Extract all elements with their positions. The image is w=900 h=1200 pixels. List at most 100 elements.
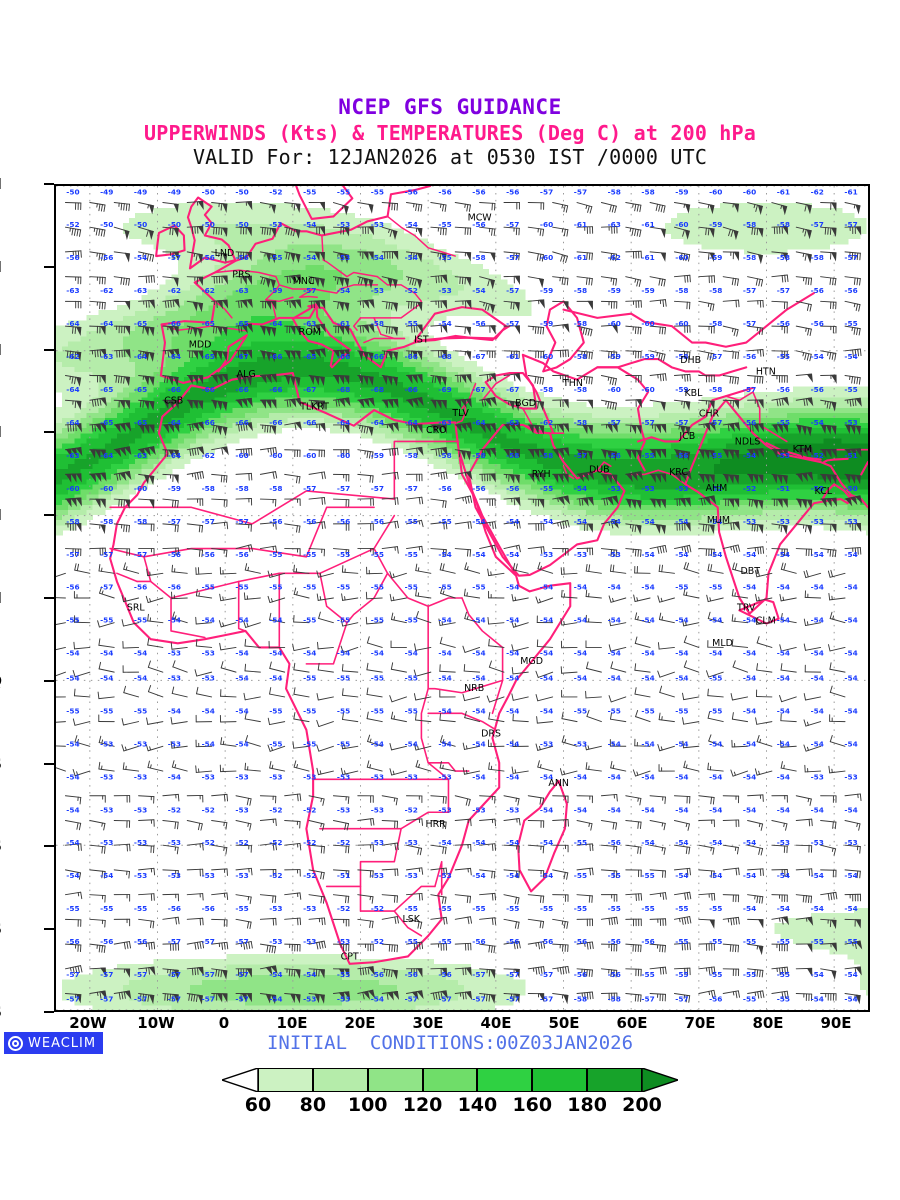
wind-barb-full [636, 279, 639, 287]
wind-barb-pennant [173, 376, 179, 387]
colorbar-tick: 140 [457, 1094, 498, 1116]
wind-barb-full [539, 797, 542, 805]
temperature-value: -55 [506, 904, 519, 913]
wind-barb-pennant [197, 200, 204, 211]
temperature-value: -54 [709, 838, 722, 847]
temperature-value: -53 [202, 871, 215, 880]
temperature-value: -56 [66, 583, 79, 592]
temperature-value: -55 [438, 583, 451, 592]
temperature-value: -60 [337, 451, 350, 460]
wind-barb-full [191, 967, 194, 976]
wind-barb-pennant [270, 425, 277, 435]
temperature-value: -56 [371, 517, 384, 526]
wind-barb-full [121, 619, 124, 627]
wind-barb-pennant [314, 251, 320, 262]
temperature-value: -63 [506, 418, 519, 427]
temperature-value: -56 [134, 583, 147, 592]
wind-barb-pennant [363, 398, 370, 408]
temperature-value: -58 [506, 451, 519, 460]
wind-barb-full [198, 524, 201, 533]
wind-barb-pennant [338, 301, 345, 312]
wind-barb-full [440, 447, 443, 456]
city-label-bgd: BGD [515, 398, 536, 409]
wind-barb-full [469, 916, 473, 924]
temperature-value: -54 [472, 517, 485, 526]
wind-barb-pennant [75, 376, 82, 387]
wind-barb-half [802, 228, 805, 233]
wind-barb-full [286, 399, 289, 408]
wind-barb-shaft [537, 696, 554, 702]
wind-barb-full [73, 688, 76, 697]
temperature-value: -58 [371, 319, 384, 328]
wind-barb-full [164, 993, 166, 1001]
temperature-value: -51 [777, 484, 790, 493]
temperature-value: -61 [844, 187, 857, 196]
wind-barb-half [637, 616, 639, 621]
wind-barb-pennant [173, 474, 179, 484]
wind-barb-pennant [416, 278, 423, 289]
temperature-value: -55 [371, 550, 384, 559]
wind-barb-pennant [538, 278, 545, 289]
wind-barb-pennant [528, 473, 535, 483]
wind-barb-full [293, 203, 296, 211]
temperature-value: -58 [675, 286, 688, 295]
wind-barb-full [470, 867, 472, 876]
wind-barb-half [732, 991, 735, 996]
wind-barb-pennant [343, 397, 351, 407]
temperature-value: -54 [777, 550, 790, 559]
wind-barb-full [171, 686, 175, 694]
wind-barb-pennant [284, 375, 291, 386]
temperature-value: -57 [844, 253, 857, 262]
wind-barb-full [421, 496, 424, 505]
wind-barb-pennant [368, 376, 374, 386]
wind-barb-shaft [610, 696, 627, 703]
wind-barb-pennant [460, 374, 467, 384]
wind-barb-full [467, 549, 469, 557]
temperature-value: -53 [337, 937, 350, 946]
wind-barb-shaft [463, 670, 481, 673]
wind-barb-shaft [488, 622, 505, 625]
wind-barb-full [488, 762, 490, 770]
wind-barb-full [803, 618, 806, 627]
wind-barb-pennant [416, 227, 423, 238]
wind-barb-shaft [366, 718, 383, 723]
wind-barb-full [661, 944, 664, 953]
wind-barb-pennant [698, 449, 705, 459]
wind-barb-full [612, 822, 615, 830]
wind-barb-pennant [222, 299, 229, 309]
wind-barb-full [128, 524, 131, 533]
wind-barb-full [95, 228, 98, 236]
wind-barb-full [293, 712, 296, 720]
wind-barb-full [194, 669, 198, 677]
wind-barb-pennant [825, 474, 832, 484]
y-axis-tick [44, 679, 54, 682]
wind-barb-half [802, 252, 805, 258]
temperature-value: -54 [844, 970, 857, 979]
temperature-value: -53 [371, 772, 384, 781]
wind-barb-pennant [270, 253, 277, 264]
wind-barb-full [386, 326, 388, 334]
wind-barb-full [442, 563, 445, 571]
wind-barb-full [781, 275, 784, 283]
temperature-value: -55 [269, 583, 282, 592]
wind-barb-pennant [533, 448, 540, 459]
wind-barb-half [149, 746, 152, 751]
temperature-value: -56 [100, 253, 113, 262]
wind-barb-full [171, 499, 174, 508]
temperature-value: -64 [371, 418, 384, 427]
colorbar [219, 1067, 681, 1093]
temperature-value: -54 [811, 583, 824, 592]
temperature-value: -58 [540, 451, 553, 460]
wind-barb-pennant [319, 201, 325, 212]
temperature-value: -57 [438, 995, 451, 1004]
wind-barb-shaft [269, 693, 286, 698]
temperature-value: -56 [405, 187, 418, 196]
y-axis-tick [44, 431, 54, 434]
temperature-value: -57 [168, 253, 181, 262]
wind-barb-pennant [314, 324, 321, 334]
wind-barb-full [316, 593, 319, 601]
wind-barb-full [74, 563, 77, 571]
wind-barb-full [835, 891, 838, 900]
map-plot-area[interactable]: -50 -49 -49 -49 -50 -50 -52 -55 -55 -55 -56 -56 -56-… [54, 184, 870, 1012]
wind-barb-shaft [512, 696, 529, 701]
